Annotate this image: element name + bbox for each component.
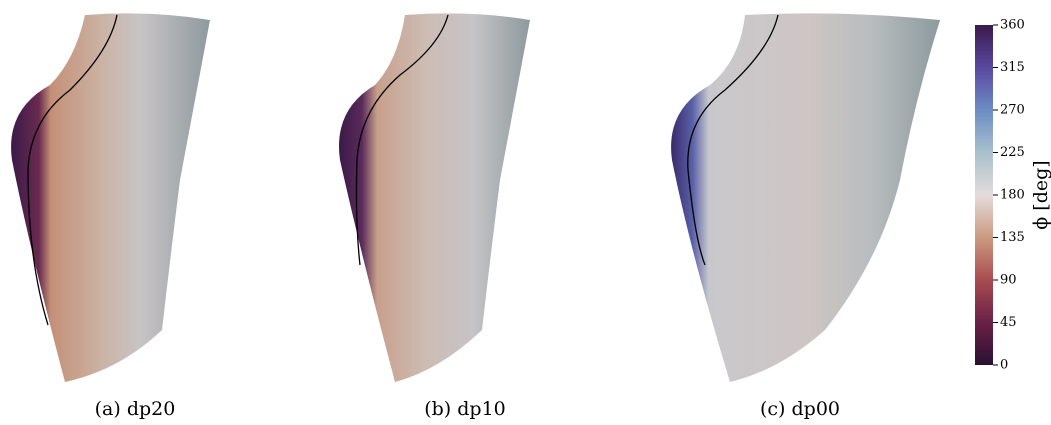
colorbar-label: ϕ [deg] xyxy=(1030,160,1051,229)
panel-b xyxy=(339,13,530,382)
tick-label: 45 xyxy=(1000,315,1017,330)
colorbar xyxy=(975,25,993,365)
tick-label: 180 xyxy=(1000,188,1025,203)
tick-label: 0 xyxy=(1000,358,1008,373)
tick-label: 135 xyxy=(1000,230,1025,245)
blade-surface xyxy=(671,13,940,382)
caption: (c) dp00 xyxy=(760,398,840,420)
contour-line xyxy=(687,14,779,266)
blade-surface xyxy=(339,13,530,382)
caption: (a) dp20 xyxy=(95,398,176,420)
contour-line xyxy=(355,14,449,266)
tick-label: 90 xyxy=(1000,273,1017,288)
blade-surface xyxy=(11,13,210,382)
panel-c xyxy=(671,13,940,382)
contour-line xyxy=(27,14,118,326)
panel-a xyxy=(11,13,210,382)
tick-label: 270 xyxy=(1000,103,1025,118)
tick-label: 360 xyxy=(1000,18,1025,33)
tick-label: 225 xyxy=(1000,145,1025,160)
tick-label: 315 xyxy=(1000,60,1025,75)
caption: (b) dp10 xyxy=(424,398,506,420)
